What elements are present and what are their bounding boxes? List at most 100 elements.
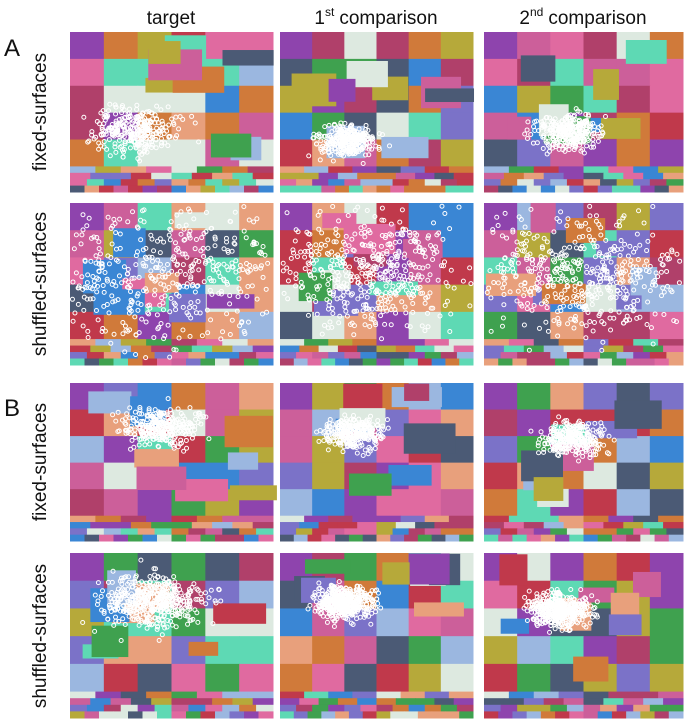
floor-tile — [555, 358, 570, 366]
surface — [649, 112, 684, 141]
fixation-point — [149, 134, 155, 140]
floor-tile — [640, 534, 656, 542]
floor-tile — [376, 691, 402, 699]
fixation-point — [550, 119, 556, 125]
floor-tile — [658, 166, 684, 174]
floor-tile — [200, 185, 216, 193]
fixation-point — [564, 260, 570, 266]
fixation-point — [428, 305, 434, 311]
floor-tile — [390, 711, 405, 719]
floor-tile — [424, 352, 442, 360]
fixation-point — [529, 261, 535, 267]
fixation-point — [364, 207, 370, 213]
fixation-point — [148, 273, 154, 279]
surface — [484, 203, 518, 231]
fixation-point — [523, 238, 529, 244]
floor-tile — [508, 166, 535, 174]
fixation-point — [515, 288, 521, 294]
fixation-point — [158, 281, 164, 287]
floor-tile — [643, 345, 664, 353]
surface — [408, 32, 442, 60]
floor-tile — [633, 528, 651, 536]
fixation-point — [597, 279, 603, 285]
fixation-point — [652, 311, 658, 317]
floor-tile — [484, 515, 510, 523]
fixation-point — [152, 287, 158, 293]
fixation-point — [660, 262, 666, 268]
fixation-point — [596, 276, 602, 282]
fixation-point — [143, 119, 149, 125]
fixation-point — [338, 130, 344, 136]
fixation-point — [364, 134, 370, 140]
floor-tile — [484, 528, 502, 536]
fixation-point — [331, 239, 337, 245]
fixation-point — [378, 263, 384, 269]
floor-tile — [239, 352, 257, 360]
fixation-point — [664, 268, 670, 274]
fixation-point — [156, 324, 162, 330]
floor-tile — [360, 352, 377, 360]
fixation-point — [241, 204, 247, 210]
floor-tile — [130, 345, 152, 353]
fixation-point — [178, 231, 184, 237]
fixation-point — [212, 236, 218, 242]
surface — [530, 203, 556, 233]
floor-tile — [120, 179, 139, 187]
fixation-point — [660, 285, 666, 291]
floor-tile — [70, 704, 88, 712]
floor-tile — [307, 185, 322, 193]
floor-tile — [157, 711, 172, 719]
floor-tile — [280, 704, 297, 712]
floor-tile — [171, 185, 187, 193]
fixation-point — [368, 316, 374, 322]
surface — [280, 139, 313, 167]
floor-tile — [633, 166, 659, 174]
floor-tile — [312, 704, 329, 712]
fixation-point — [143, 319, 149, 325]
fixation-point — [366, 289, 372, 295]
fixation-point — [357, 137, 363, 143]
fixation-point — [227, 331, 233, 337]
fixation-point — [167, 226, 173, 232]
surface — [583, 139, 618, 167]
row-label: shuffled-surfaces — [30, 564, 51, 708]
fixation-point — [110, 299, 116, 305]
stimulus-image — [280, 203, 474, 366]
fixation-point — [153, 130, 159, 136]
fixation-point — [85, 139, 91, 145]
floor-tile — [597, 358, 613, 366]
fixation-point — [514, 253, 520, 259]
fixation-point — [586, 227, 592, 233]
fixation-point — [562, 287, 568, 293]
fixation-point — [388, 262, 394, 268]
floor-tile — [84, 358, 100, 366]
fixation-point — [302, 254, 308, 260]
fixation-point — [151, 248, 157, 254]
fixation-point — [260, 243, 266, 249]
surface — [88, 391, 132, 414]
fixation-point — [573, 106, 579, 112]
fixation-point — [260, 274, 266, 280]
fixation-point — [101, 303, 107, 309]
floor-tile — [239, 704, 257, 712]
fixation-point — [448, 311, 454, 317]
floor-tile — [70, 345, 91, 353]
fixation-point — [207, 275, 213, 281]
fixation-point — [101, 139, 107, 145]
fixation-point — [355, 280, 361, 286]
fixation-point — [661, 311, 667, 317]
floor-tile — [543, 172, 565, 180]
fixation-point — [664, 283, 670, 289]
fixation-point — [591, 319, 597, 325]
floor-tile — [600, 528, 618, 536]
surface — [550, 58, 584, 87]
fixation-point — [514, 298, 520, 304]
fixation-point — [564, 295, 570, 301]
floor-tile — [623, 172, 644, 180]
floor-tile — [626, 185, 641, 193]
fixation-point — [341, 280, 347, 286]
fixation-point — [298, 279, 304, 285]
fixation-point — [650, 279, 656, 285]
fixation-point — [627, 278, 633, 284]
fixation-point — [344, 313, 350, 319]
